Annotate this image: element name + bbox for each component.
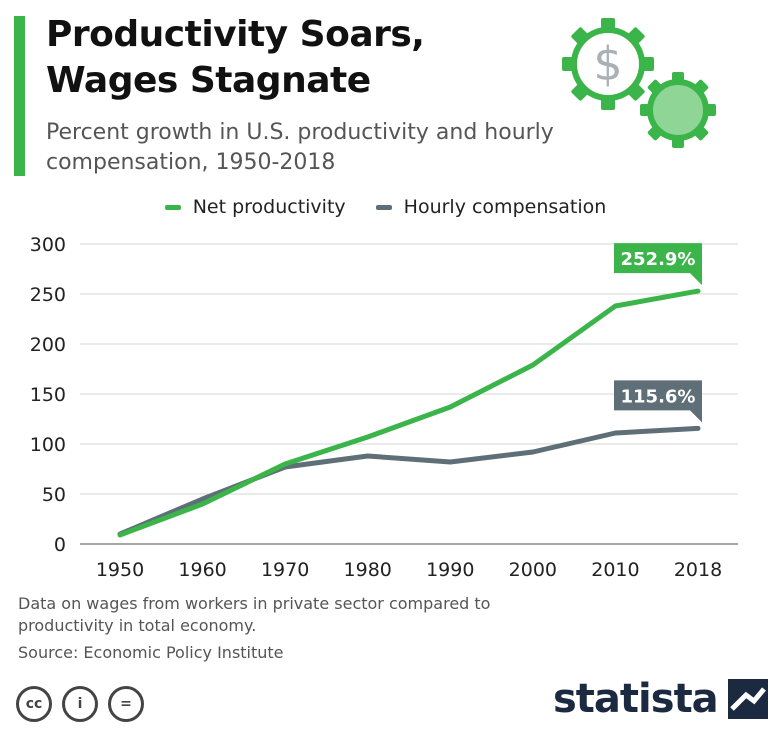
legend-item-productivity: Net productivity [164,196,346,218]
x-tick-label-2000: 2000 [509,559,557,581]
end-callout-compensation: 115.6% [614,380,702,423]
x-tick-label-2018: 2018 [674,559,722,581]
y-tick-label-150: 150 [30,384,66,406]
x-tick-label-1980: 1980 [344,559,392,581]
page-title: Productivity Soars, Wages Stagnate [46,14,425,101]
legend-item-compensation: Hourly compensation [375,196,607,218]
callout-label: 115.6% [621,386,696,407]
legend-swatch-compensation [375,204,392,210]
chart-source: Source: Economic Policy Institute [18,643,284,662]
callout-box [614,243,702,286]
page-subtitle: Percent growth in U.S. productivity and … [46,120,554,175]
statista-logo-icon [727,679,768,719]
attribution-icon[interactable]: i [62,686,98,722]
series-line-compensation [117,425,701,537]
gears-dollar-icon: $ [562,18,716,148]
x-tick-label-1990: 1990 [426,559,474,581]
dollar-sign: $ [593,37,622,91]
legend-label-productivity: Net productivity [192,196,346,218]
brand-name: statista [553,676,719,722]
legend-label-compensation: Hourly compensation [403,196,607,218]
y-tick-label-100: 100 [30,434,66,456]
end-callout-productivity: 252.9% [614,243,702,286]
y-tick-label-50: 50 [42,484,66,506]
x-tick-label-1950: 1950 [96,559,144,581]
x-tick-label-1970: 1970 [261,559,309,581]
brand-logo[interactable]: statista [553,676,768,722]
callout-box [614,380,702,423]
y-tick-label-0: 0 [54,534,66,556]
callout-label: 252.9% [621,249,696,270]
x-tick-label-1960: 1960 [178,559,226,581]
no-derivatives-icon[interactable]: = [108,686,144,722]
license-icons: cc i = [16,686,144,722]
series-line-productivity [117,288,701,538]
chart-legend: Net productivity Hourly compensation [0,196,771,218]
legend-swatch-productivity [164,204,181,210]
x-tick-label-2010: 2010 [591,559,639,581]
y-tick-label-300: 300 [30,234,66,256]
chart-note: Data on wages from workers in private se… [18,594,491,635]
cc-icon[interactable]: cc [16,686,52,722]
line-chart: 0 50 100 150 200 250 300 1950 1960 1970 1980 1990 20… [30,234,738,581]
y-tick-label-200: 200 [30,334,66,356]
accent-bar [14,16,25,176]
y-tick-label-250: 250 [30,284,66,306]
